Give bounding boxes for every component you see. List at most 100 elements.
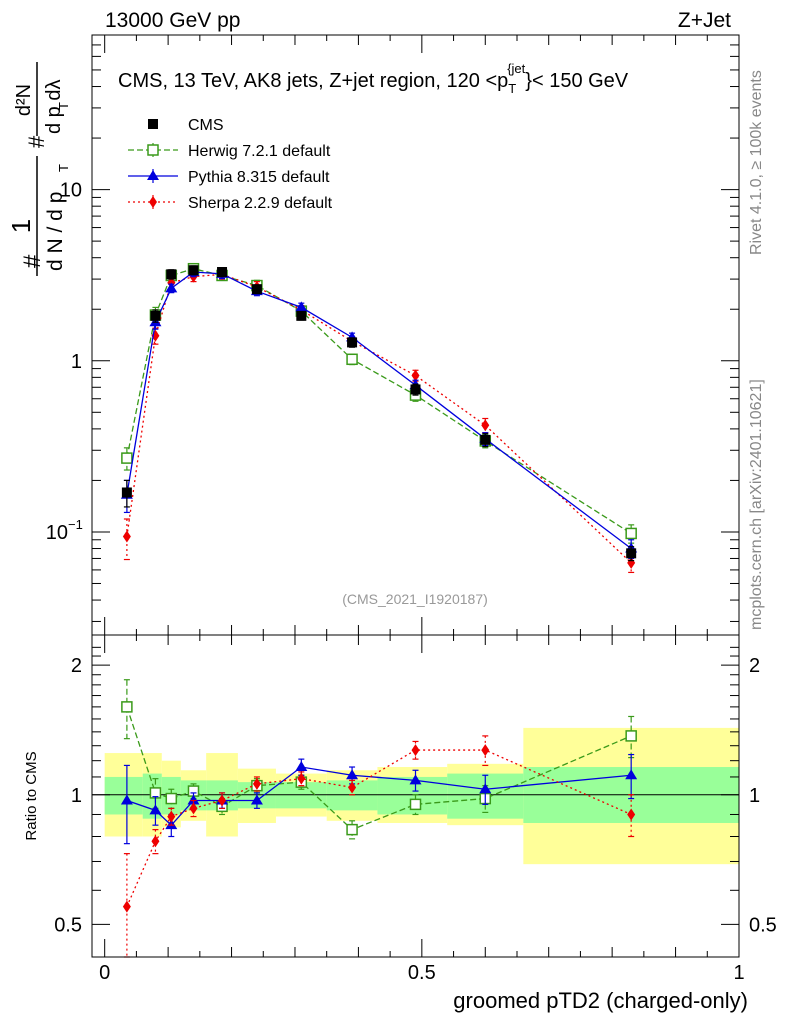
- legend-marker: [147, 170, 159, 180]
- ratio-sherpa-errorbar: [482, 735, 489, 767]
- main-y-tick-exponent: −1: [68, 517, 83, 532]
- ratio-herwig-point: [409, 798, 422, 811]
- ylabel-frac-den-sub: T: [56, 164, 71, 172]
- ylabel-frac-den: d N / d p: [44, 192, 67, 271]
- ratio-pythia-errorbar: [123, 764, 130, 845]
- ratio-sherpa-errorbar: [412, 740, 419, 760]
- series-cms: [121, 265, 637, 562]
- cms-point: [296, 310, 307, 321]
- herwig-point: [346, 353, 358, 366]
- cms-point: [347, 337, 358, 348]
- ratio-sherpa-point: [348, 781, 357, 794]
- main-y-axis-label: # 1 d N / d p T # d²N d p dλ T: [6, 62, 71, 276]
- ratio-sherpa-point: [122, 900, 131, 913]
- analysis-watermark: (CMS_2021_I1920187): [342, 591, 488, 607]
- main-series-group: [120, 262, 638, 574]
- ratio-sherpa-errorbar: [190, 799, 197, 818]
- x-tick-label: 0: [99, 962, 110, 984]
- ratio-pythia-point: [346, 769, 359, 780]
- plot-title: CMS, 13 TeV, AK8 jets, Z+jet region, 120…: [118, 61, 629, 96]
- ratio-y-tick-label-right: 0.5: [749, 914, 777, 936]
- series-pythia: [120, 266, 638, 560]
- ylabel-frac-num: 1: [6, 219, 36, 233]
- header-left: 13000 GeV pp: [105, 9, 240, 32]
- plot-title-superscript: {jet: [507, 61, 525, 76]
- x-tick-label: 1: [733, 962, 744, 984]
- legend-item-herwig: Herwig 7.2.1 default: [128, 143, 331, 160]
- legend-label: CMS: [188, 117, 224, 134]
- ratio-sherpa-point: [481, 744, 490, 757]
- cms-point: [150, 310, 161, 321]
- ratio-series-group: [120, 679, 638, 958]
- ratio-sherpa-errorbar: [152, 829, 159, 855]
- main-y-tick-label: 10: [46, 522, 68, 544]
- herwig-point: [121, 452, 133, 464]
- ratio-y-tick-label: 2: [71, 655, 82, 677]
- cms-point: [626, 548, 637, 559]
- legend-item-cms: CMS: [148, 117, 224, 134]
- ratio-herwig-point: [121, 701, 133, 713]
- cms-point: [217, 267, 228, 278]
- ratio-sherpa-errorbar: [219, 792, 226, 809]
- cms-point: [410, 384, 421, 395]
- ylabel-hash-2: #: [24, 135, 49, 148]
- series-herwig: [121, 262, 637, 544]
- x-axis-label: groomed pTD2 (charged-only): [453, 988, 748, 1013]
- pythia-point: [295, 301, 308, 312]
- cms-point: [251, 284, 262, 295]
- ratio-uncertainty-bands: [104, 727, 739, 865]
- ylabel-hash: #: [19, 254, 46, 268]
- ratio-pythia-point: [479, 783, 492, 794]
- ratio-y-axis-label: Ratio to CMS: [23, 751, 40, 840]
- ratio-sherpa-point: [167, 810, 176, 823]
- ratio-pythia-point: [295, 761, 308, 772]
- mcplots-site-text: mcplots.cern.ch [arXiv:2401.10621]: [748, 379, 765, 630]
- ylabel-deriv-den: d p dλ: [43, 80, 65, 134]
- ratio-y-tick-label-right: 1: [749, 785, 760, 807]
- legend-item-sherpa: Sherpa 2.2.9 default: [128, 195, 333, 212]
- ratio-herwig-point: [625, 730, 637, 742]
- cms-point: [166, 269, 177, 280]
- ratio-plot-frame: [91, 634, 740, 958]
- legend-marker: [147, 144, 159, 156]
- legend-label: Herwig 7.2.1 default: [188, 143, 331, 160]
- x-tick-label: 0.5: [408, 962, 436, 984]
- ratio-pythia-point: [187, 794, 200, 805]
- ratio-sherpa-point: [627, 808, 636, 821]
- sherpa-point: [122, 530, 131, 543]
- legend-item-pythia: Pythia 8.315 default: [128, 169, 330, 186]
- main-y-tick-label: 10: [60, 180, 82, 202]
- ratio-pythia-point: [250, 794, 263, 805]
- ratio-y-tick-label: 0.5: [54, 914, 82, 936]
- cms-point: [480, 434, 491, 445]
- ratio-pythia-point: [409, 774, 422, 785]
- legend-label: Sherpa 2.2.9 default: [188, 195, 333, 212]
- sherpa-point: [481, 419, 490, 432]
- herwig-point: [625, 527, 637, 540]
- pythia-line: [126, 271, 632, 550]
- ratio-sherpa-errorbar: [168, 807, 175, 826]
- pythia-point: [165, 282, 178, 293]
- stat-uncertainty-band: [104, 776, 143, 815]
- sherpa-point: [411, 369, 420, 382]
- ratio-axis-ticks: 0 0.5 1 0.5 0.5 1 1 2 2: [54, 635, 777, 984]
- ylabel-deriv-den-sub: T: [56, 102, 71, 110]
- ratio-y-tick-label-right: 2: [749, 655, 760, 677]
- ratio-pythia-point: [120, 794, 133, 805]
- ratio-y-tick-label: 1: [71, 785, 82, 807]
- legend: CMS Herwig 7.2.1 default Pythia 8.315 defa…: [128, 117, 333, 212]
- cms-point: [121, 487, 132, 498]
- main-y-tick-label: 1: [71, 351, 82, 373]
- ratio-herwig-point: [165, 792, 178, 805]
- ratio-sherpa-point: [411, 744, 420, 757]
- legend-label: Pythia 8.315 default: [188, 169, 330, 186]
- ratio-sherpa-line: [126, 749, 632, 907]
- plot-title-subscript: T: [508, 81, 516, 96]
- ratio-sherpa-point: [297, 772, 306, 785]
- ratio-sherpa-point: [151, 835, 160, 848]
- ratio-plot-panel: 0 0.5 1 0.5 0.5 1 1 2 2 Ratio to CMS groomed pTD…: [23, 634, 777, 1013]
- legend-marker: [148, 119, 158, 129]
